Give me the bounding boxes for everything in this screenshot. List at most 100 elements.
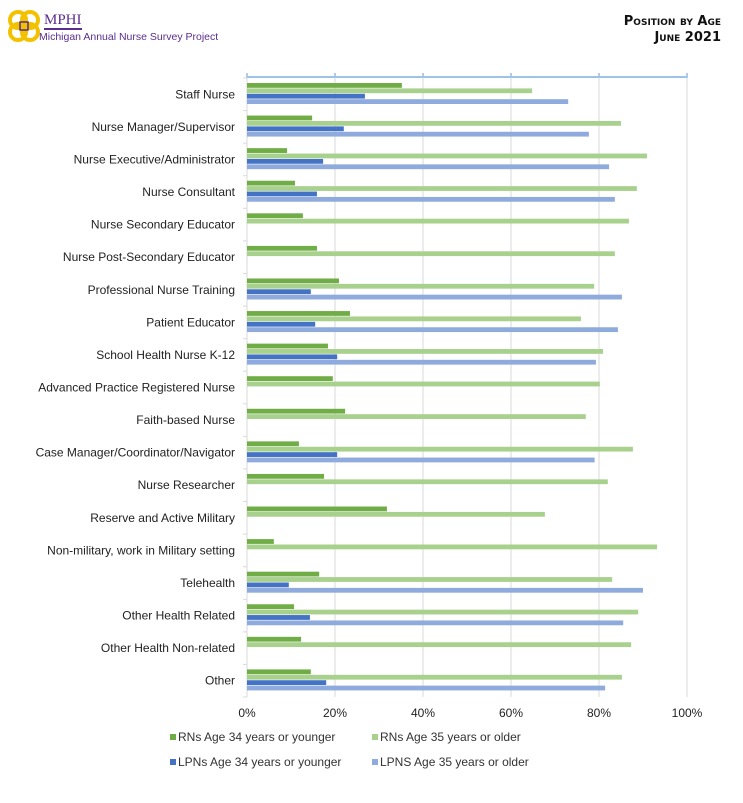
bar	[247, 311, 350, 316]
bar	[247, 685, 606, 691]
category-label: Nurse Executive/Administrator	[74, 152, 235, 166]
bar	[247, 158, 324, 164]
category-label: Professional Nurse Training	[88, 283, 235, 297]
legend-label: LPNs Age 34 years or younger	[178, 755, 341, 769]
bar	[247, 120, 621, 126]
bar	[247, 479, 608, 485]
bar	[247, 544, 658, 550]
bar	[247, 245, 317, 251]
page-title: Position by Age June 2021	[624, 14, 721, 46]
bar	[247, 539, 274, 544]
legend-label: RNs Age 35 years or older	[380, 730, 521, 744]
bar	[247, 408, 346, 414]
bar	[247, 196, 615, 202]
legend-swatch	[170, 734, 176, 740]
bar	[247, 506, 387, 512]
legend-label: RNs Age 34 years or younger	[178, 730, 335, 744]
bar	[247, 587, 643, 593]
legend-swatch	[170, 759, 176, 765]
bar	[247, 316, 581, 322]
bar	[247, 376, 333, 382]
bar	[247, 669, 311, 675]
bar	[247, 327, 618, 333]
bar	[247, 354, 338, 360]
category-label: Telehealth	[180, 576, 235, 590]
bar	[247, 153, 647, 159]
bar	[247, 582, 289, 588]
bar	[247, 251, 615, 257]
category-label: Nurse Consultant	[142, 185, 235, 199]
bar	[247, 99, 569, 104]
bar	[247, 609, 639, 615]
bar	[247, 636, 302, 642]
bar	[247, 343, 328, 349]
bar	[247, 93, 365, 99]
bar	[247, 289, 311, 295]
logo-project-name: Michigan Annual Nurse Survey Project	[39, 31, 219, 43]
logo-emblem-icon	[8, 10, 40, 42]
bar	[247, 294, 622, 300]
bar	[247, 446, 633, 452]
category-label: Nurse Post-Secondary Educator	[63, 250, 235, 264]
category-label: Nurse Researcher	[138, 478, 235, 492]
x-tick-label: 0%	[238, 706, 256, 720]
category-label: Patient Educator	[146, 315, 235, 329]
legend-swatch	[372, 759, 378, 765]
category-label: Nurse Secondary Educator	[91, 218, 235, 232]
category-label: Faith-based Nurse	[136, 413, 235, 427]
bar	[247, 577, 613, 582]
bar	[247, 88, 533, 94]
bar	[247, 115, 313, 121]
title-line-1: Position by Age	[623, 14, 721, 29]
x-tick-label: 40%	[411, 706, 435, 720]
bar	[247, 321, 316, 327]
category-label: Non-military, work in Military setting	[47, 543, 235, 557]
bar	[247, 283, 595, 289]
bar	[247, 571, 320, 577]
bar	[247, 441, 299, 447]
bar	[247, 452, 338, 457]
bar	[247, 381, 600, 387]
bar	[247, 511, 545, 517]
logo-org-name: MPHI	[44, 12, 82, 30]
category-label: Other	[205, 674, 235, 688]
bar	[247, 218, 629, 224]
bar	[247, 148, 288, 153]
bar	[247, 349, 603, 354]
bar	[247, 414, 586, 419]
title-line-2: June 2021	[654, 30, 721, 45]
bar	[247, 180, 295, 186]
bar	[247, 620, 624, 626]
bar	[247, 359, 596, 365]
category-label: School Health Nurse K-12	[96, 348, 235, 362]
category-label: Staff Nurse	[175, 87, 235, 101]
bar	[247, 186, 637, 191]
bar	[247, 604, 295, 610]
x-tick-label: 20%	[323, 706, 347, 720]
bar	[247, 191, 317, 197]
bar	[247, 642, 632, 648]
bar	[247, 473, 324, 479]
bar	[247, 278, 339, 284]
mphi-logo: MPHI Michigan Annual Nurse Survey Projec…	[8, 8, 218, 48]
bar	[247, 164, 610, 170]
bar	[247, 83, 402, 88]
category-label: Other Health Related	[122, 609, 235, 623]
bar	[247, 213, 303, 219]
bar	[247, 457, 595, 463]
category-label: Reserve and Active Military	[90, 511, 235, 525]
bar	[247, 615, 310, 620]
x-tick-label: 100%	[672, 706, 703, 720]
x-tick-label: 80%	[587, 706, 611, 720]
category-label: Case Manager/Coordinator/Navigator	[36, 446, 235, 460]
x-tick-label: 60%	[499, 706, 523, 720]
legend-label: LPNS Age 35 years or older	[380, 755, 529, 769]
bar	[247, 126, 344, 132]
legend-swatch	[372, 734, 378, 740]
category-label: Other Health Non-related	[101, 641, 235, 655]
bar	[247, 680, 327, 686]
category-label: Advanced Practice Registered Nurse	[38, 381, 235, 395]
bar	[247, 131, 589, 137]
category-label: Nurse Manager/Supervisor	[92, 120, 235, 134]
